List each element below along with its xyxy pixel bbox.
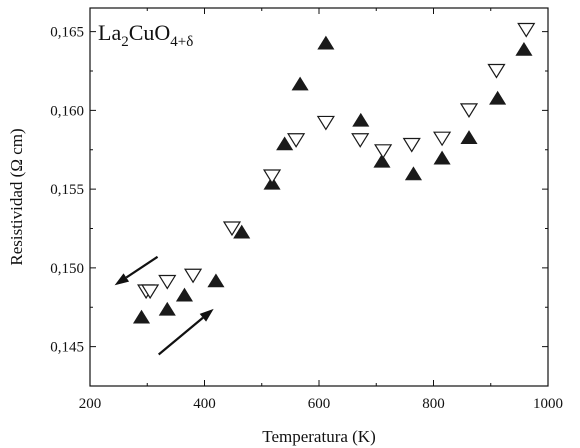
open-triangle-point (487, 63, 506, 79)
open-triangle-point (433, 131, 452, 147)
x-tick-label: 800 (422, 396, 445, 412)
axis-ticks: 200 400 600 800 1000 0,145 0,150 0,155 0,160 0,16… (50, 8, 563, 412)
open-triangle-point (517, 22, 536, 38)
formula-sub2: 4+δ (170, 34, 193, 50)
x-tick-label: 1000 (533, 396, 563, 412)
y-tick-label: 0,155 (50, 182, 84, 198)
formula-mid: CuO (129, 20, 171, 45)
filled-triangle-point (291, 76, 309, 91)
direction-arrows (114, 255, 214, 356)
filled-triangle-point (352, 112, 370, 127)
filled-triangle-point (158, 301, 176, 316)
data-points (132, 22, 536, 324)
y-tick-label: 0,165 (50, 25, 84, 41)
open-triangle-point (316, 115, 335, 131)
filled-triangle-point (276, 136, 294, 151)
formula-annotation: La2CuO4+δ (98, 20, 193, 50)
open-triangle-point (402, 137, 421, 153)
y-tick-label: 0,160 (50, 103, 84, 119)
filled-triangle-point (207, 273, 225, 288)
arrow-shaft-cooling (125, 255, 159, 279)
plot-frame (89, 7, 549, 387)
filled-triangle-point (317, 35, 335, 50)
filled-triangle-point (515, 41, 533, 56)
filled-triangle-point (132, 309, 151, 324)
open-triangle-point (141, 284, 160, 300)
open-triangle-point (459, 103, 479, 118)
x-tick-label: 400 (193, 396, 216, 412)
filled-triangle-point (460, 130, 478, 144)
x-tick-label: 200 (79, 396, 102, 412)
filled-triangle-point (404, 166, 423, 181)
open-triangle-point (222, 221, 242, 237)
y-axis-title: Resistividad (Ω cm) (7, 128, 26, 265)
arrow-shaft-heating (157, 316, 204, 356)
filled-triangle-point (175, 287, 194, 302)
open-triangle-point (351, 133, 370, 148)
x-axis-title: Temperatura (K) (262, 427, 376, 446)
formula-sub1: 2 (121, 34, 129, 50)
open-triangle-point (287, 133, 306, 148)
filled-triangle-point (233, 224, 251, 239)
x-tick-label: 600 (308, 396, 331, 412)
y-tick-label: 0,150 (50, 261, 84, 277)
open-triangle-point (374, 144, 393, 159)
filled-triangle-point (373, 153, 391, 168)
y-tick-label: 0,145 (50, 340, 84, 356)
open-triangle-point (262, 169, 282, 185)
arrow-head-heating (199, 308, 214, 322)
open-triangle-point (183, 268, 203, 284)
filled-triangle-point (489, 90, 507, 105)
open-triangle-point (158, 274, 177, 290)
filled-triangle-point (433, 150, 451, 165)
formula-base: La (98, 20, 121, 45)
arrow-head-cooling (114, 273, 130, 286)
plot-area (89, 7, 549, 387)
